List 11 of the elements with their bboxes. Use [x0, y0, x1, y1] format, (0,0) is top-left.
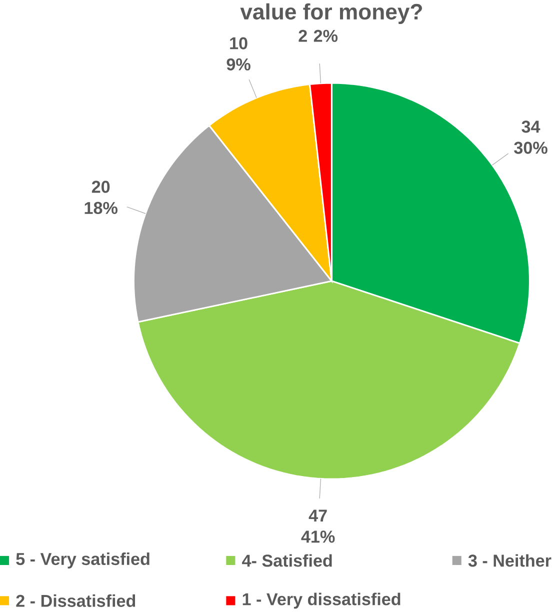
legend-label: 3 - Neither — [468, 554, 552, 567]
chart-title: value for money? — [240, 3, 422, 24]
data-label: 34 30% — [514, 120, 548, 154]
legend-label: 5 - Very satisfied — [16, 552, 150, 568]
legend-label: 4- Satisfied — [242, 554, 332, 567]
data-label: 2 2% — [298, 30, 338, 42]
data-label: 20 18% — [84, 180, 118, 214]
legend-label: 1 - Very dissatisfied — [242, 592, 400, 609]
data-label: 10 9% — [226, 37, 250, 70]
legend-label: 2 - Dissatisfied — [16, 594, 136, 607]
data-label: 47 41% — [301, 510, 335, 543]
